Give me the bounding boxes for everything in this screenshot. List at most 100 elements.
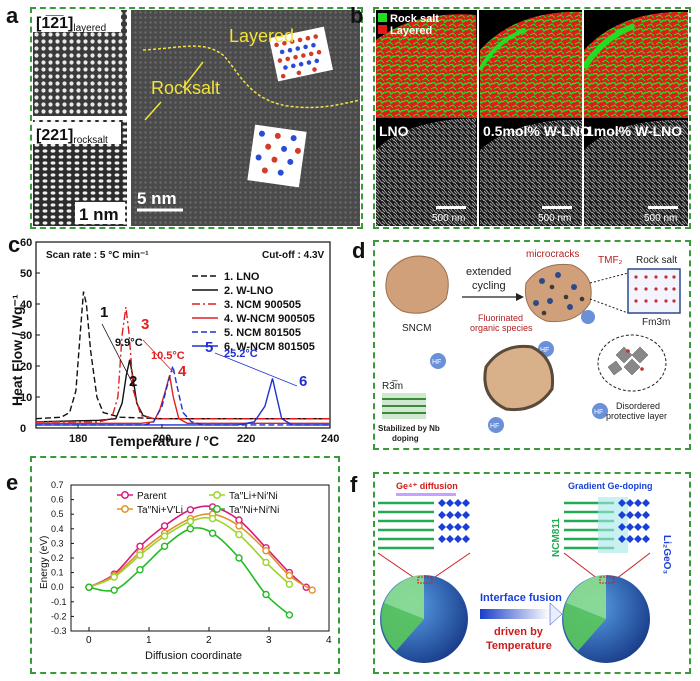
point-e-4-1 <box>110 586 118 594</box>
legend-c-label-2: 2. W-LNO <box>224 285 274 297</box>
legend-layered-swatch <box>378 25 387 34</box>
cycling-label: cycling <box>472 280 506 292</box>
panel-f-letter: f <box>350 472 358 497</box>
legend-c-label-4: 4. W-NCM 900505 <box>224 313 315 325</box>
y-tick-label-50: 50 <box>20 268 32 280</box>
e-y-tick-label-0.6: 0.6 <box>51 495 64 505</box>
phase-map-1w <box>581 11 688 118</box>
panel-b-figure: Rock salt Layered LNO 0.5mol% W-LNO 1mol… <box>376 10 688 226</box>
point-e-4-8 <box>285 611 294 619</box>
scale-bar-1nm: 1 nm <box>79 205 119 224</box>
y-tick-label-0: 0 <box>20 423 26 435</box>
ge-diffusion-label: Ge⁴⁺ diffusion <box>396 481 458 491</box>
peak-number-3: 3 <box>141 316 149 333</box>
point-e-4-2 <box>136 565 144 574</box>
panel-e <box>30 456 340 674</box>
e-y-tick-label-0.4: 0.4 <box>51 524 64 534</box>
series-line-c-1 <box>35 291 330 420</box>
ncm811-label: NCM811 <box>551 518 562 557</box>
sem-lno <box>376 118 478 226</box>
y-tick-label-30: 30 <box>20 330 32 342</box>
hf-label-2: HF <box>540 347 549 354</box>
left-ncm-lattice <box>378 501 434 550</box>
point-e-3-8 <box>285 580 294 589</box>
e-x-tick-label-3: 3 <box>266 635 272 646</box>
rocksalt-arrow <box>144 101 162 121</box>
right-ge-lattice <box>618 499 650 543</box>
phase-map-0.5w <box>478 11 582 118</box>
hf-label-3: HF <box>594 409 603 416</box>
point-e-4-3 <box>160 542 169 551</box>
panel-d-letter: d <box>352 238 366 263</box>
annotation-10.5: 10.5°C <box>151 350 185 362</box>
point-e-3-4 <box>186 517 195 526</box>
legend-e-ta-li-ni: Ta′′Li+Ni′Ni <box>229 491 278 502</box>
layered-region-label: Layered <box>229 26 294 46</box>
point-e-3-1 <box>110 573 118 581</box>
sncm-particle <box>385 255 449 314</box>
peak-number-5: 5 <box>205 339 213 356</box>
panel-c-letter: c <box>8 232 21 257</box>
sample-label-lno: LNO <box>379 123 409 139</box>
organic-label: organic species <box>470 323 533 333</box>
tmf-label: TMF₂ <box>598 255 623 266</box>
legend-e-ta-ni-vli: Ta′′Ni+V′Li <box>137 505 183 516</box>
point-e-4-5 <box>208 529 217 537</box>
phase-map-lno <box>376 14 478 118</box>
annotation-line-blue <box>214 352 298 387</box>
legend-rock-label: Rock salt <box>390 13 439 25</box>
point-e-2-7 <box>262 546 270 555</box>
rock-salt-label: Rock salt <box>636 255 677 266</box>
panel-a <box>30 7 363 229</box>
y-tick-label-60: 60 <box>20 237 32 249</box>
annotation-9.9: 9.9°C <box>115 337 143 349</box>
point-e-1-2 <box>136 542 144 551</box>
e-y-tick-label-0.0: 0.0 <box>51 582 64 592</box>
temperature-label: Temperature <box>486 640 552 652</box>
point-e-4-4 <box>186 525 195 533</box>
peak-number-4: 4 <box>178 363 187 380</box>
series-line-e-2 <box>88 513 313 591</box>
rock-salt-lattice <box>627 268 681 314</box>
annotation-line-black <box>101 323 135 387</box>
e-y-tick-label-0.3: 0.3 <box>51 538 64 548</box>
panel-a-figure: [1̅2̅1]layered [221]rocksalt 1 nm Layere… <box>33 10 360 226</box>
sncm-label: SNCM <box>402 323 431 334</box>
scale-bar-b-1: 500 nm <box>432 213 465 224</box>
point-e-3-5 <box>208 514 217 523</box>
point-e-2-8 <box>285 571 294 580</box>
fusion-arrow-body <box>480 609 550 619</box>
panel-d <box>373 240 691 450</box>
layered-hkl-label: [1̅2̅1]layered <box>36 14 106 34</box>
point-e-4-7 <box>262 590 270 599</box>
gradient-label: Gradient Ge-doping <box>568 481 653 491</box>
microcracks-label: microcracks <box>526 249 579 260</box>
series-line-c-3 <box>36 307 330 423</box>
chart-c-cutoff: Cut-off : 4.3V <box>262 250 325 261</box>
sem-1w <box>584 119 688 226</box>
e-x-tick-label-4: 4 <box>326 635 332 646</box>
legend-c-label-5: 5. NCM 801505 <box>224 327 301 339</box>
scale-bar-5nm: 5 nm <box>137 189 177 208</box>
legend-e-parent: Parent <box>137 491 167 502</box>
e-y-tick-label-0.7: 0.7 <box>51 480 64 490</box>
panel-b-letter: b <box>350 3 364 28</box>
interface-fusion-label: Interface fusion <box>480 592 562 604</box>
protective-label: protective layer <box>606 411 667 421</box>
panel-f-figure: Ge⁴⁺ diffusion Gradient Ge-doping NCM811… <box>377 481 672 663</box>
annotation-25.2: 25.2°C <box>224 348 258 360</box>
legend-rock-swatch <box>378 13 387 22</box>
y-tick-label-10: 10 <box>20 392 32 404</box>
peak-number-6: 6 <box>299 373 307 390</box>
legend-layered-label: Layered <box>390 25 432 37</box>
panel-e-chart: Energy (eV) Diffusion coordinate 0 1 2 3 4 -0… <box>39 480 332 662</box>
scale-bar-b-3: 500 nm <box>644 213 677 224</box>
left-ge-lattice <box>438 499 470 543</box>
r3m-label: R3̅m <box>382 380 403 392</box>
disordered-label: Disordered <box>616 401 660 411</box>
legend-c-label-1: 1. LNO <box>224 271 260 283</box>
e-y-tick-label-0.1: 0.1 <box>51 568 64 578</box>
point-e-2-6 <box>235 522 243 530</box>
panel-f <box>373 472 691 674</box>
e-x-tick-label-1: 1 <box>146 635 152 646</box>
